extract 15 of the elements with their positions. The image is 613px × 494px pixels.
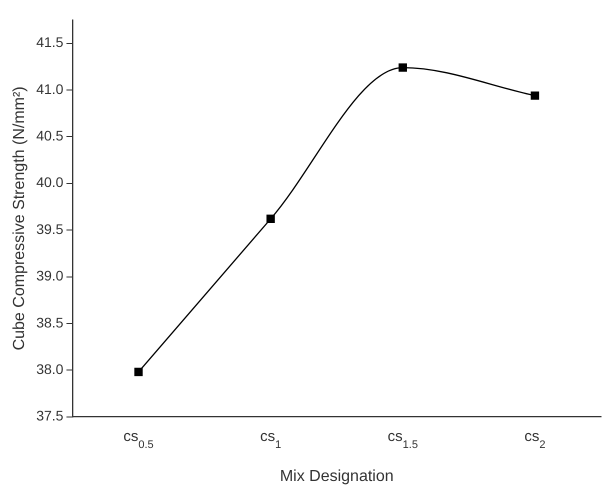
y-tick-label: 39.0 bbox=[36, 268, 64, 284]
point bbox=[134, 368, 143, 376]
y-tick-label: 40.0 bbox=[36, 174, 64, 190]
y-tick-label: 40.5 bbox=[36, 128, 64, 144]
y-tick-label: 41.0 bbox=[36, 80, 64, 97]
y-tick-label: 37.5 bbox=[36, 408, 64, 424]
y-axis-title: Cube Compressive Strength (N/mm²) bbox=[11, 86, 28, 350]
x-axis-title: Mix Designation bbox=[280, 468, 394, 485]
y-tick-label: 38.0 bbox=[36, 360, 64, 377]
point bbox=[266, 214, 275, 224]
y-tick-label: 41.5 bbox=[36, 34, 64, 50]
point bbox=[398, 63, 407, 72]
y-tick-label: 38.5 bbox=[36, 314, 64, 330]
y-tick-label: 39.5 bbox=[36, 220, 64, 237]
point bbox=[530, 91, 540, 100]
